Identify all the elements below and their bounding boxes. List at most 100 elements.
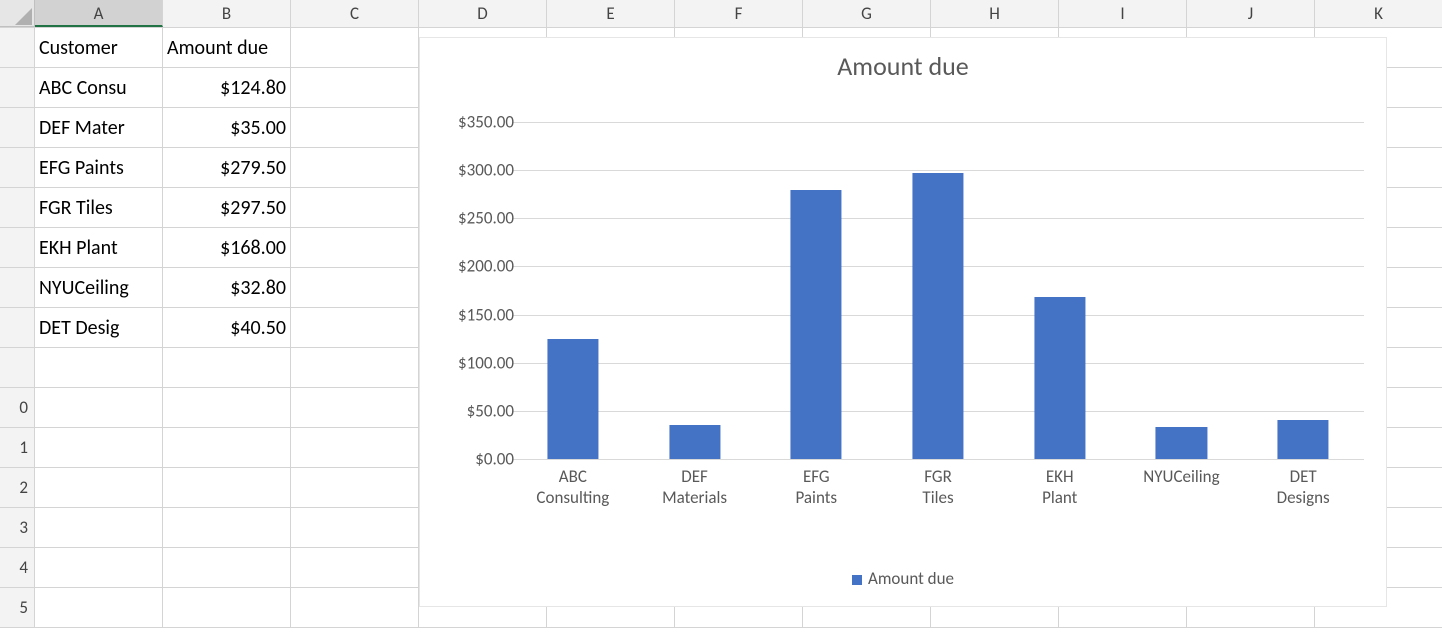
cell[interactable] [163,588,291,628]
column-header-f[interactable]: F [675,0,803,27]
cell[interactable]: NYUCeiling [35,268,163,308]
cell[interactable]: $35.00 [163,108,291,148]
row-header[interactable] [0,28,35,68]
cell[interactable] [291,588,419,628]
bar-slot [1121,122,1243,459]
bar-slot [999,122,1121,459]
row-header[interactable] [0,268,35,308]
cell[interactable] [163,468,291,508]
cell[interactable] [291,228,419,268]
column-header-k[interactable]: K [1315,0,1442,27]
cell[interactable]: EFG Paints [35,148,163,188]
cell[interactable] [163,548,291,588]
row-header[interactable]: 0 [0,388,35,428]
cell[interactable]: FGR Tiles [35,188,163,228]
cell[interactable]: $40.50 [163,308,291,348]
cell[interactable] [35,508,163,548]
cell[interactable] [35,548,163,588]
cell[interactable] [163,388,291,428]
column-header-c[interactable]: C [291,0,419,27]
y-tick-label: $100.00 [432,352,514,373]
row-header[interactable]: 2 [0,468,35,508]
bars-group [512,122,1364,459]
cell[interactable] [291,548,419,588]
select-all-corner[interactable] [0,0,35,27]
cell[interactable]: EKH Plant [35,228,163,268]
row-header[interactable] [0,228,35,268]
x-axis-labels: ABCConsultingDEFMaterialsEFGPaintsFGRTil… [512,466,1364,509]
x-axis-label: ABCConsulting [512,466,634,509]
bar[interactable] [1034,297,1085,459]
row-header[interactable] [0,148,35,188]
cell[interactable] [291,308,419,348]
row-header[interactable] [0,348,35,388]
cell[interactable] [163,348,291,388]
bar[interactable] [1156,427,1207,459]
cell[interactable] [163,508,291,548]
column-header-row: ABCDEFGHIJK [0,0,1442,28]
cell[interactable] [35,388,163,428]
column-header-g[interactable]: G [803,0,931,27]
legend-swatch [852,575,862,585]
column-header-d[interactable]: D [419,0,547,27]
y-tick-label: $200.00 [432,256,514,277]
cell[interactable]: Customer [35,28,163,68]
cell[interactable] [291,148,419,188]
embedded-chart[interactable]: Amount due ABCConsultingDEFMaterialsEFGP… [419,37,1387,607]
bar[interactable] [791,190,842,459]
bar[interactable] [547,339,598,459]
column-header-h[interactable]: H [931,0,1059,27]
cell[interactable] [291,188,419,228]
column-header-i[interactable]: I [1059,0,1187,27]
cell[interactable] [291,268,419,308]
cell[interactable]: $297.50 [163,188,291,228]
bar[interactable] [912,173,963,459]
cell[interactable]: Amount due [163,28,291,68]
row-header[interactable]: 5 [0,588,35,628]
cell[interactable] [35,588,163,628]
chart-legend: Amount due [420,568,1386,589]
cell[interactable] [291,428,419,468]
cell[interactable] [163,428,291,468]
cell[interactable]: ABC Consu [35,68,163,108]
cell[interactable] [291,388,419,428]
column-header-a[interactable]: A [35,0,163,27]
column-header-j[interactable]: J [1187,0,1315,27]
column-header-b[interactable]: B [163,0,291,27]
cell[interactable] [35,468,163,508]
x-axis-label: DETDesigns [1242,466,1364,509]
gridline [512,459,1364,460]
column-header-e[interactable]: E [547,0,675,27]
row-header[interactable]: 4 [0,548,35,588]
row-header[interactable] [0,68,35,108]
bar-slot [634,122,756,459]
cell[interactable] [291,508,419,548]
row-header[interactable] [0,308,35,348]
cell[interactable] [35,428,163,468]
x-axis-label: NYUCeiling [1121,466,1243,509]
bar-slot [512,122,634,459]
bar-slot [755,122,877,459]
bar[interactable] [1278,420,1329,459]
cell[interactable] [291,348,419,388]
row-header[interactable] [0,108,35,148]
row-header[interactable] [0,188,35,228]
legend-label: Amount due [868,568,954,589]
y-tick-label: $150.00 [432,304,514,325]
cell[interactable]: DEF Mater [35,108,163,148]
cell[interactable] [291,28,419,68]
cell[interactable]: $124.80 [163,68,291,108]
cell[interactable] [291,68,419,108]
y-tick-label: $300.00 [432,160,514,181]
row-header[interactable]: 3 [0,508,35,548]
bar[interactable] [669,425,720,459]
cell[interactable]: $168.00 [163,228,291,268]
cell[interactable]: $279.50 [163,148,291,188]
cell[interactable] [291,468,419,508]
cell[interactable] [291,108,419,148]
cell[interactable]: $32.80 [163,268,291,308]
bar-slot [1242,122,1364,459]
cell[interactable] [35,348,163,388]
cell[interactable]: DET Desig [35,308,163,348]
row-header[interactable]: 1 [0,428,35,468]
